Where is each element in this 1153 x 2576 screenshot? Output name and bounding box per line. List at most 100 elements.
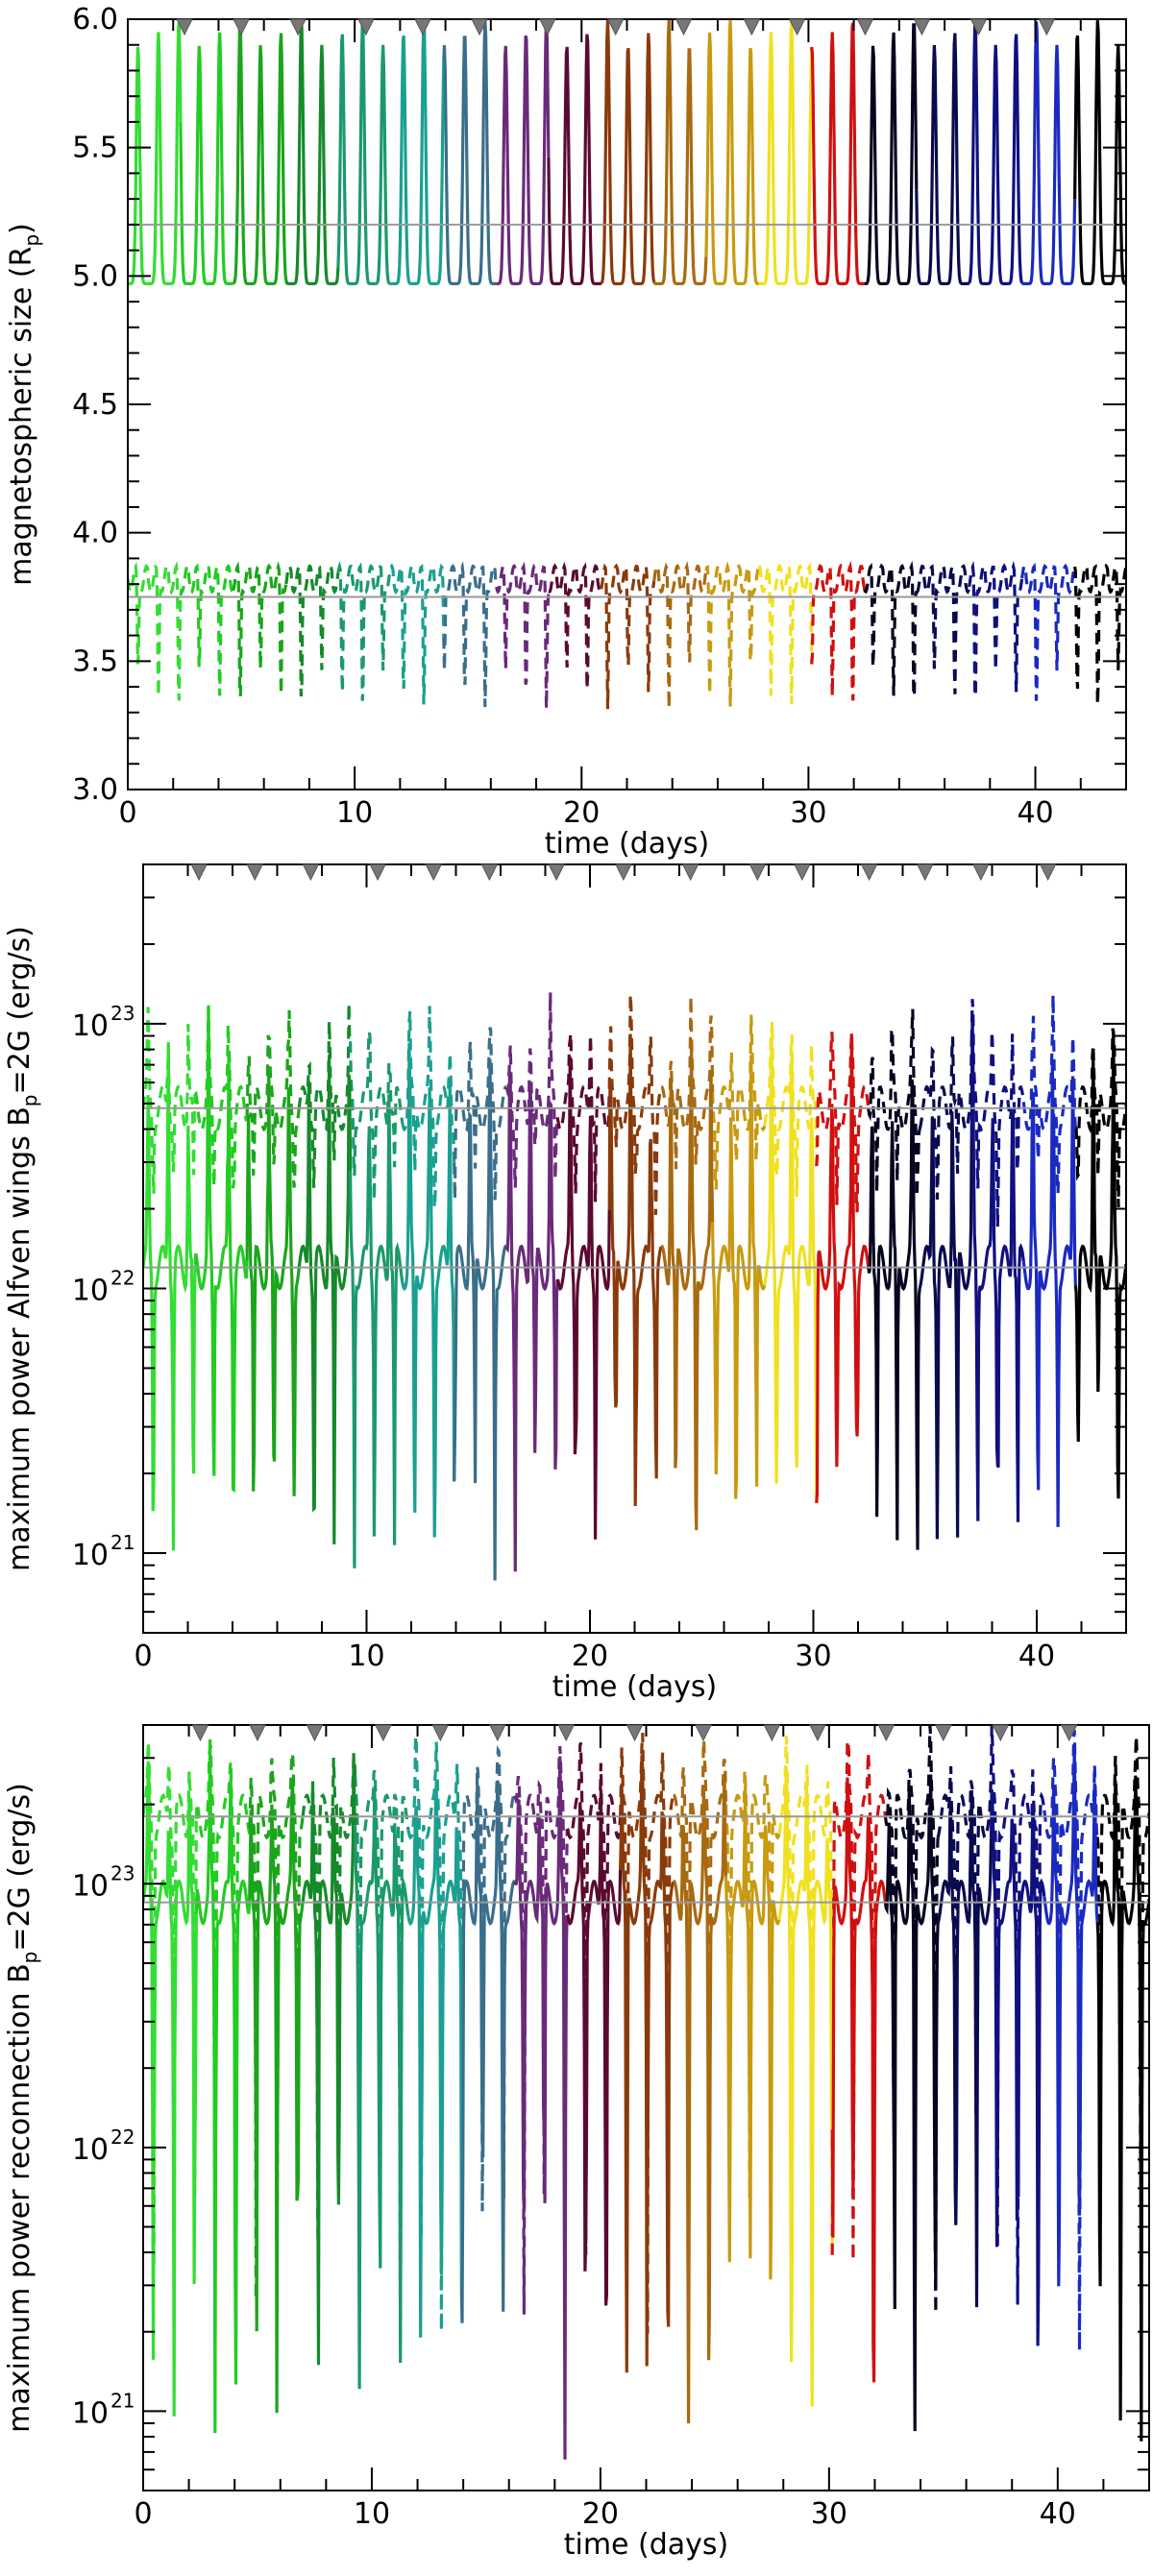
curve-segment	[566, 1741, 623, 2255]
curve-segment	[711, 1014, 767, 1190]
curve-segment	[194, 1744, 252, 2232]
curve-segment	[354, 1769, 410, 2345]
orbit-marker	[606, 18, 625, 36]
curve-segment	[915, 561, 971, 694]
y-tick-label-exponent: 22	[110, 1266, 135, 1289]
curve-segment	[301, 1755, 357, 2263]
y-tick-label: 10	[72, 1539, 109, 1572]
curve-segment	[389, 560, 446, 705]
curve-segment	[179, 32, 234, 285]
curve-segment	[815, 1032, 871, 1213]
orbit-marker	[557, 1724, 576, 1742]
curve-segment	[936, 1789, 994, 2308]
curve-segment	[704, 20, 760, 285]
y-tick-label: 4.0	[72, 517, 118, 550]
orbit-marker	[425, 863, 443, 882]
curve-segment	[1020, 562, 1077, 701]
curve-segment	[245, 1067, 301, 1496]
y-tick-label: 5.5	[72, 132, 118, 165]
orbit-marker	[246, 863, 264, 882]
curve-segment	[194, 1007, 249, 1189]
curve-segment	[336, 560, 393, 701]
curve-segment	[810, 22, 865, 285]
orbit-marker	[176, 18, 193, 36]
curve-segment	[867, 1079, 921, 1550]
curve-segment	[1073, 563, 1126, 705]
curve-segment	[1074, 1028, 1126, 1208]
curve-segment	[1073, 1030, 1126, 1499]
x-tick-label: 30	[811, 2497, 847, 2531]
curve-segment	[555, 1033, 611, 1203]
orbit-marker	[992, 1724, 1010, 1742]
curve-segment	[349, 1031, 405, 1201]
chart-panels: 0 10 20 30 40 time (days) 3.0 3.5 4.0 4.5 5.0 5.5 6.…	[3, 3, 1150, 2562]
curve-segment	[301, 1753, 357, 2366]
curve-segment	[758, 21, 814, 285]
curve-segment	[194, 1738, 252, 2434]
curve-segment	[442, 561, 499, 708]
y-tick-label: 5.0	[72, 259, 118, 293]
curve-segment	[918, 1036, 973, 1200]
y-tick-label: 10	[72, 1009, 109, 1043]
orbit-marker	[809, 1724, 826, 1742]
curve-segment	[248, 1780, 305, 2414]
curve-segment	[763, 1036, 819, 1503]
curve-segment	[652, 560, 708, 709]
curve-segment	[232, 23, 288, 285]
curve-segment	[607, 1033, 663, 1507]
curve-segment	[711, 1055, 767, 1499]
curve-segment	[704, 561, 761, 707]
series-dashed	[128, 560, 1126, 710]
orbit-marker	[489, 1724, 506, 1742]
x-tick-label: 40	[1017, 796, 1053, 830]
curve-segment	[1043, 1749, 1099, 2287]
x-tick-label: 10	[348, 1640, 384, 1673]
curve-segment	[660, 1041, 715, 1531]
y-tick-label-exponent: 23	[110, 1002, 135, 1025]
plot-area	[143, 992, 1126, 1581]
curve-segment	[607, 994, 663, 1215]
curve-segment	[1073, 20, 1126, 285]
curve-segment	[1020, 21, 1077, 285]
x-tick-label: 40	[1040, 2497, 1076, 2531]
y-tick-label-exponent: 21	[110, 2389, 135, 2412]
x-tick-label: 0	[118, 796, 136, 830]
x-tick-label: 30	[790, 796, 826, 830]
curve-segment	[724, 1786, 781, 2280]
curve-segment	[248, 1747, 305, 2314]
curve-segment	[143, 1042, 197, 1551]
curve-segment	[504, 1071, 559, 1572]
orbit-marker	[763, 1724, 781, 1742]
curve-segment	[548, 561, 603, 690]
x-axis-label: time (days)	[545, 827, 710, 861]
curve-segment	[349, 1094, 405, 1568]
orbit-marker	[375, 1724, 392, 1742]
curve-segment	[143, 1007, 197, 1194]
orbit-marker	[748, 863, 767, 882]
curve-segment	[401, 1042, 456, 1538]
orbit-marker	[681, 863, 699, 882]
y-tick-label-exponent: 21	[110, 1531, 135, 1554]
series-solid	[128, 19, 1126, 285]
orbit-marker	[916, 863, 934, 882]
orbit-marker	[191, 1724, 209, 1742]
curve-segment	[619, 1755, 675, 2373]
y-tick-label: 10	[72, 2133, 109, 2167]
x-tick-label: 0	[134, 2497, 152, 2531]
orbit-marker	[788, 18, 806, 36]
orbit-marker	[695, 1724, 712, 1742]
y-axis-label: maximum power Alfven wings Bp=2G (erg/s)	[3, 926, 41, 1571]
curve-segment	[406, 1781, 463, 2338]
curve-segment	[496, 19, 551, 285]
orbit-marker	[190, 863, 208, 882]
y-tick-label: 10	[72, 1274, 109, 1307]
orbit-marker	[972, 863, 990, 882]
curve-segment	[336, 21, 391, 285]
orbit-marker	[1060, 1724, 1078, 1742]
orbit-marker	[249, 1724, 266, 1742]
curve-segment	[453, 1027, 507, 1201]
orbit-marker	[480, 863, 499, 882]
x-tick-label: 10	[354, 2497, 390, 2531]
